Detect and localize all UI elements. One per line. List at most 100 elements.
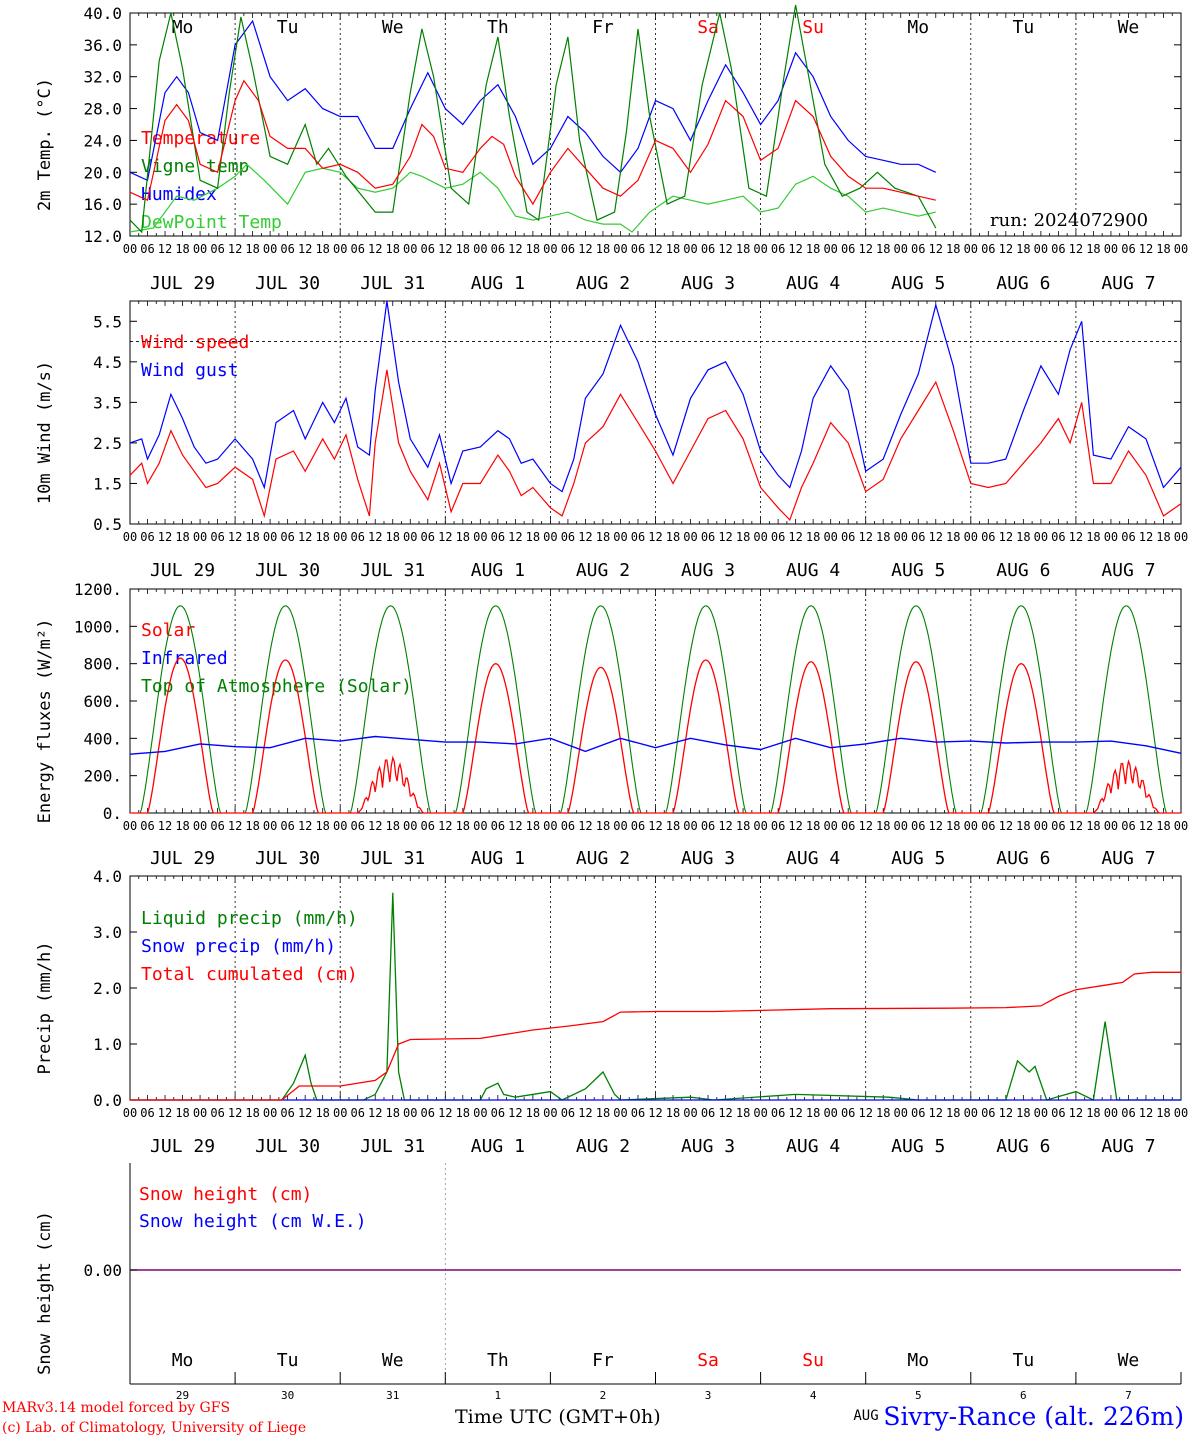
hour-tick-label: 00: [1174, 819, 1188, 833]
hour-tick-label: 06: [421, 1106, 435, 1120]
hour-tick-label: 00: [1104, 819, 1118, 833]
hour-tick-label: 00: [964, 530, 978, 544]
hour-tick-label: 00: [543, 530, 557, 544]
hour-tick-label: 18: [315, 1106, 329, 1120]
hour-tick-label: 18: [315, 819, 329, 833]
hour-tick-label: 18: [1156, 1106, 1170, 1120]
hour-tick-label: 18: [1156, 530, 1170, 544]
hour-tick-label: 12: [858, 819, 872, 833]
y-tick-label: 0.5: [93, 515, 122, 534]
date-label: AUG 7: [1101, 273, 1155, 294]
hour-tick-label: 00: [894, 1106, 908, 1120]
hour-tick-label: 12: [788, 819, 802, 833]
hour-tick-label: 12: [1069, 1106, 1083, 1120]
day-name: We: [382, 17, 404, 38]
day-number: 7: [1125, 1389, 1132, 1402]
day-number: 29: [176, 1389, 189, 1402]
y-tick-label: 1.5: [93, 474, 122, 493]
hour-tick-label: 06: [491, 242, 505, 256]
hour-tick-label: 06: [981, 530, 995, 544]
hour-tick-label: 06: [631, 530, 645, 544]
hour-tick-label: 00: [753, 1106, 767, 1120]
date-label: JUL 31: [360, 273, 425, 294]
hour-tick-label: 12: [438, 1106, 452, 1120]
hour-tick-label: 12: [298, 819, 312, 833]
hour-tick-label: 06: [350, 242, 364, 256]
y-tick-label: 600.: [83, 692, 122, 711]
day-name: Tu: [277, 17, 299, 38]
legend-entry: Snow precip (mm/h): [141, 936, 336, 957]
hour-tick-label: 18: [1016, 242, 1030, 256]
hour-tick-label: 18: [666, 242, 680, 256]
hour-tick-label: 06: [140, 1106, 154, 1120]
hour-tick-label: 06: [841, 242, 855, 256]
hour-tick-label: 06: [210, 819, 224, 833]
hour-tick-label: 12: [298, 1106, 312, 1120]
hour-tick-label: 00: [964, 242, 978, 256]
hour-tick-label: 12: [578, 242, 592, 256]
hour-tick-label: 06: [491, 819, 505, 833]
series-vigne-temp: [129, 4, 937, 234]
hour-tick-label: 12: [438, 819, 452, 833]
hour-tick-label: 06: [1051, 530, 1065, 544]
hour-tick-label: 12: [158, 819, 172, 833]
day-name: Mo: [907, 1350, 929, 1371]
y-tick-label: 40.0: [83, 4, 122, 23]
station-name: Sivry-Rance (alt. 226m): [883, 1402, 1184, 1431]
hour-tick-label: 18: [876, 1106, 890, 1120]
hour-tick-label: 00: [683, 1106, 697, 1120]
hour-tick-label: 12: [228, 1106, 242, 1120]
hour-tick-label: 00: [613, 1106, 627, 1120]
hour-tick-label: 06: [280, 530, 294, 544]
hour-tick-label: 18: [315, 242, 329, 256]
hour-tick-label: 12: [368, 242, 382, 256]
y-axis-label: Energy fluxes (W/m²): [35, 619, 55, 824]
y-tick-label: 2.5: [93, 434, 122, 453]
y-tick-label: 1000.: [74, 617, 122, 636]
hour-tick-label: 06: [1121, 530, 1135, 544]
hour-tick-label: 12: [788, 1106, 802, 1120]
x-axis-title: Time UTC (GMT+0h): [455, 1406, 661, 1428]
date-label: AUG 2: [576, 848, 630, 869]
date-label: JUL 30: [255, 273, 320, 294]
day-number: 1: [495, 1389, 502, 1402]
legend-entry: Vigne temp: [141, 156, 249, 177]
hour-tick-label: 18: [245, 242, 259, 256]
hour-tick-label: 18: [666, 819, 680, 833]
day-name: We: [382, 1350, 404, 1371]
hour-tick-label: 06: [280, 242, 294, 256]
day-name: Tu: [277, 1350, 299, 1371]
hour-tick-label: 18: [736, 1106, 750, 1120]
hour-tick-label: 12: [1069, 530, 1083, 544]
hour-tick-label: 06: [1121, 242, 1135, 256]
day-name: Sa: [697, 1350, 719, 1371]
hour-tick-label: 12: [578, 819, 592, 833]
hour-tick-label: 12: [648, 819, 662, 833]
date-label: AUG 5: [891, 273, 945, 294]
legend-entry: DewPoint Temp: [141, 212, 282, 233]
day-name: Fr: [592, 17, 614, 38]
date-label: AUG 2: [576, 1136, 630, 1157]
hour-tick-label: 12: [718, 530, 732, 544]
hour-tick-label: 18: [526, 530, 540, 544]
lab-credit: (c) Lab. of Climatology, University of L…: [2, 1420, 307, 1436]
hour-tick-label: 12: [999, 819, 1013, 833]
hour-tick-label: 12: [1069, 242, 1083, 256]
hour-tick-label: 06: [350, 530, 364, 544]
day-name: Th: [487, 17, 509, 38]
hour-tick-label: 00: [333, 242, 347, 256]
hour-tick-label: 12: [1069, 819, 1083, 833]
date-label: AUG 1: [471, 1136, 525, 1157]
hour-tick-label: 18: [526, 242, 540, 256]
hour-tick-label: 12: [368, 530, 382, 544]
hour-tick-label: 12: [788, 530, 802, 544]
hour-tick-label: 00: [123, 242, 137, 256]
hour-tick-label: 00: [543, 242, 557, 256]
hour-tick-label: 12: [228, 530, 242, 544]
hour-tick-label: 00: [403, 819, 417, 833]
day-number: 30: [281, 1389, 294, 1402]
hour-tick-label: 18: [526, 1106, 540, 1120]
hour-tick-label: 00: [823, 530, 837, 544]
hour-tick-label: 00: [403, 1106, 417, 1120]
date-label: AUG 3: [681, 1136, 735, 1157]
